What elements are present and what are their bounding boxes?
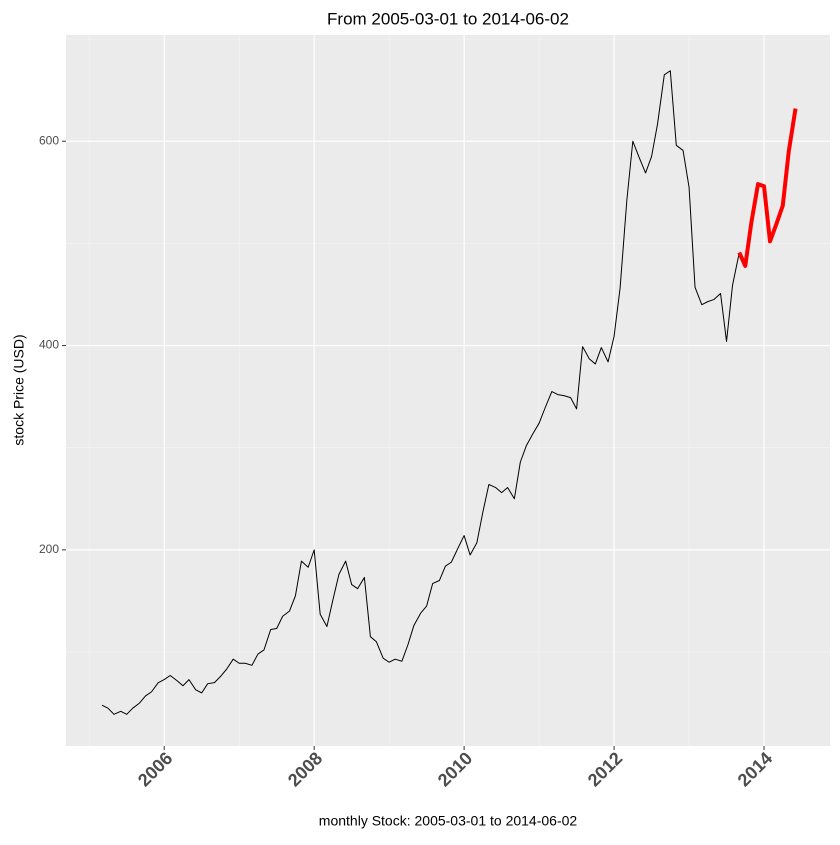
x-tick-label: 2014	[734, 748, 776, 790]
x-tick-label: 2006	[134, 748, 176, 790]
marks	[101, 70, 798, 715]
grid	[66, 35, 830, 746]
y-axis-title: stock Price (USD)	[11, 334, 27, 445]
x-axis-title: monthly Stock: 2005-03-01 to 2014-06-02	[319, 813, 578, 829]
y-tick-label: 400	[39, 338, 59, 352]
series-line	[101, 70, 740, 715]
y-tick-label: 600	[39, 133, 59, 147]
y-tick-label: 200	[39, 542, 59, 556]
chart-title: From 2005-03-01 to 2014-06-02	[327, 9, 569, 28]
x-tick-label: 2012	[584, 748, 626, 790]
x-tick-label: 2008	[284, 748, 326, 790]
series-line	[737, 108, 798, 268]
x-tick-label: 2010	[434, 748, 476, 790]
panel	[66, 35, 830, 746]
